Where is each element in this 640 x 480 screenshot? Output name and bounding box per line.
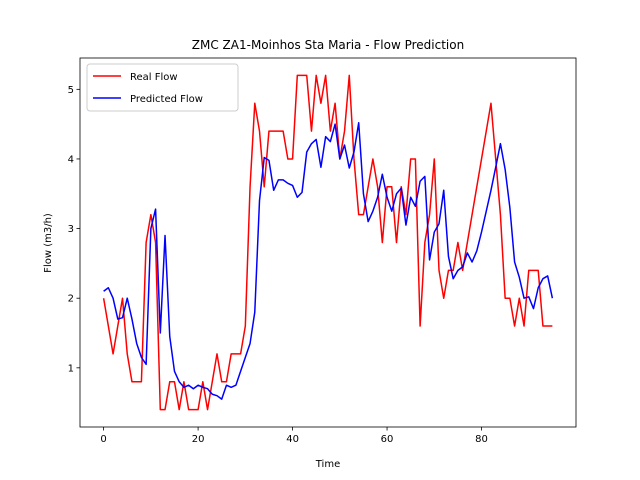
y-tick-label: 2 xyxy=(68,294,74,305)
y-tick-label: 4 xyxy=(68,154,74,165)
series-line-predicted-flow xyxy=(103,122,554,400)
plot-area: 0 20 40 60 80 1 2 3 4 5 xyxy=(68,57,577,445)
legend-label-predicted-flow: Predicted Flow xyxy=(130,94,203,105)
legend: Real Flow Predicted Flow xyxy=(86,63,239,112)
chart-title: ZMC ZA1-Moinhos Sta Maria - Flow Predict… xyxy=(192,38,464,52)
x-tick-label: 0 xyxy=(100,434,106,445)
legend-label-real-flow: Real Flow xyxy=(130,72,178,83)
y-tick-label: 3 xyxy=(68,224,74,235)
legend-box xyxy=(86,63,239,112)
axes-frame xyxy=(79,57,577,428)
x-tick-label: 40 xyxy=(286,434,299,445)
x-axis-label: Time xyxy=(315,459,340,470)
x-tick-label: 80 xyxy=(475,434,488,445)
x-tick-label: 60 xyxy=(381,434,394,445)
x-tick-label: 20 xyxy=(192,434,205,445)
y-tick-label: 1 xyxy=(68,363,74,374)
y-tick-label: 5 xyxy=(68,85,74,96)
series-line-real-flow xyxy=(102,74,553,411)
y-axis-label: Flow (m3/h) xyxy=(43,213,54,273)
